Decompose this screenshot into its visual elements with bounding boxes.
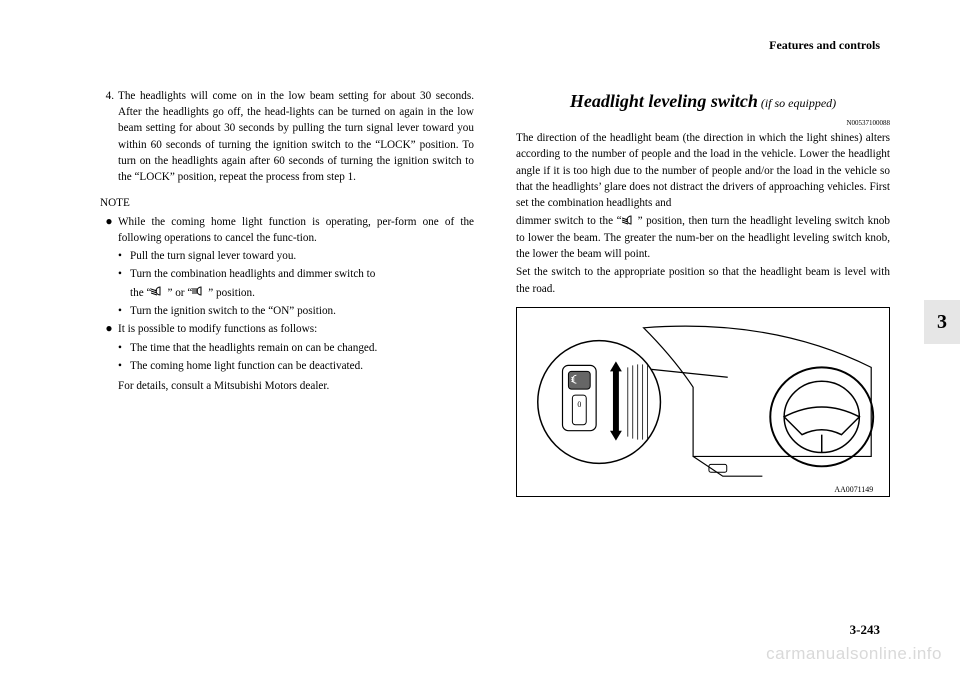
figure-box: 0 AA0071149 bbox=[516, 307, 890, 497]
sub-bullet-text: The coming home light function can be de… bbox=[130, 358, 474, 374]
watermark: carmanualsonline.info bbox=[766, 644, 942, 664]
sub-bullet-text: Pull the turn signal lever toward you. bbox=[130, 248, 474, 264]
two-column-layout: 4. The headlights will come on in the lo… bbox=[100, 88, 890, 497]
text-fragment: dimmer switch to the “ bbox=[516, 215, 622, 227]
bullet-icon: ● bbox=[100, 214, 118, 246]
page: Features and controls 4. The headlights … bbox=[0, 0, 960, 678]
headlight-low-icon bbox=[151, 285, 167, 301]
step-number: 4. bbox=[100, 88, 118, 185]
section-header: Features and controls bbox=[769, 38, 880, 53]
chapter-tab: 3 bbox=[924, 300, 960, 344]
svg-text:0: 0 bbox=[577, 400, 581, 409]
right-column: Headlight leveling switch (if so equippe… bbox=[510, 88, 890, 497]
sub-bullet: • The coming home light function can be … bbox=[118, 358, 474, 374]
body-paragraph: Set the switch to the appropriate positi… bbox=[516, 264, 890, 296]
figure-id-svg: AA0071149 bbox=[834, 485, 873, 494]
sub-bullet-marker: • bbox=[118, 340, 130, 356]
bullet-text: While the coming home light function is … bbox=[118, 214, 474, 246]
bullet-after-text: For details, consult a Mitsubishi Motors… bbox=[118, 378, 474, 394]
heading-row: Headlight leveling switch (if so equippe… bbox=[516, 88, 890, 114]
sub-bullet: • Pull the turn signal lever toward you. bbox=[118, 248, 474, 264]
heading-suffix: (if so equipped) bbox=[758, 96, 836, 110]
page-number: 3-243 bbox=[850, 622, 880, 638]
note-bullet: ● It is possible to modify functions as … bbox=[100, 321, 474, 337]
bullet-text: It is possible to modify functions as fo… bbox=[118, 321, 474, 337]
note-label: NOTE bbox=[100, 195, 474, 211]
sub-bullet-continuation: the “ ” or “ ” position. bbox=[130, 285, 474, 302]
text-fragment: ” or “ bbox=[167, 287, 192, 299]
left-column: 4. The headlights will come on in the lo… bbox=[100, 88, 480, 497]
sub-bullet-marker: • bbox=[118, 358, 130, 374]
headlight-high-icon bbox=[192, 285, 208, 301]
text-fragment: ” position. bbox=[208, 287, 255, 299]
dashboard-illustration: 0 AA0071149 bbox=[517, 308, 889, 496]
section-heading: Headlight leveling switch bbox=[570, 91, 758, 111]
sub-bullet-text: Turn the combination headlights and dimm… bbox=[130, 266, 474, 282]
step-4: 4. The headlights will come on in the lo… bbox=[100, 88, 474, 185]
sub-bullet-marker: • bbox=[118, 248, 130, 264]
sub-bullet-text: The time that the headlights remain on c… bbox=[130, 340, 474, 356]
sub-bullet-marker: • bbox=[118, 266, 130, 282]
sub-bullet: • Turn the ignition switch to the “ON” p… bbox=[118, 303, 474, 319]
sub-bullet-text: Turn the ignition switch to the “ON” pos… bbox=[130, 303, 474, 319]
sub-bullet-marker: • bbox=[118, 303, 130, 319]
body-paragraph: The direction of the headlight beam (the… bbox=[516, 130, 890, 211]
step-text: The headlights will come on in the low b… bbox=[118, 88, 474, 185]
note-bullet: ● While the coming home light function i… bbox=[100, 214, 474, 246]
sub-bullet: • Turn the combination headlights and di… bbox=[118, 266, 474, 282]
sub-bullet: • The time that the headlights remain on… bbox=[118, 340, 474, 356]
text-fragment: the “ bbox=[130, 287, 151, 299]
bullet-icon: ● bbox=[100, 321, 118, 337]
doc-number: N00537100088 bbox=[516, 118, 890, 128]
headlight-low-icon bbox=[622, 214, 638, 230]
body-paragraph: dimmer switch to the “” position, then t… bbox=[516, 213, 890, 262]
